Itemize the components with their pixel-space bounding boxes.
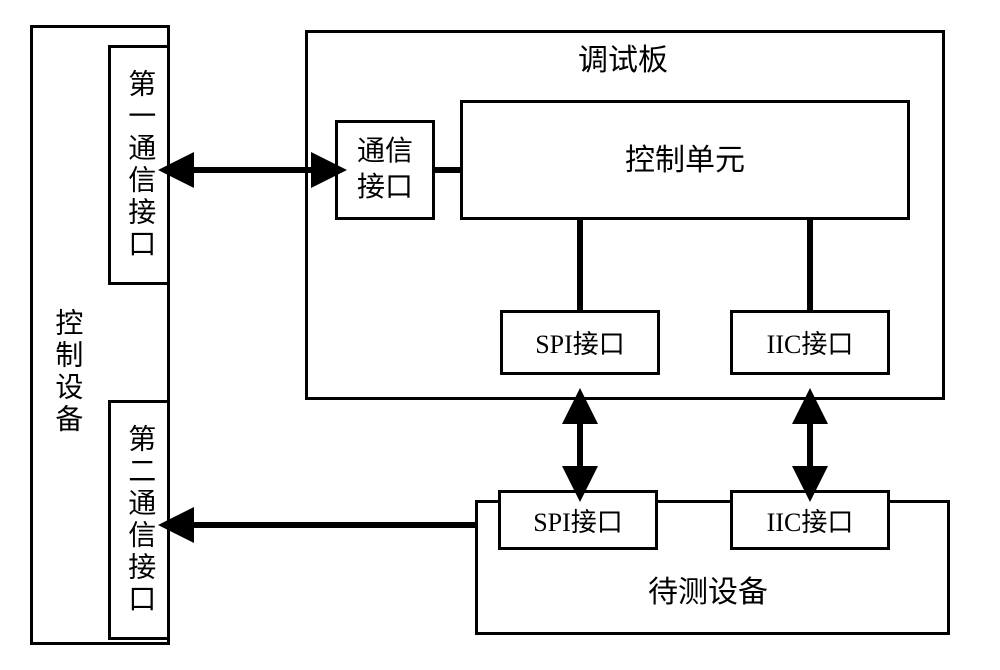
- dut-spi-label: SPI接口: [533, 502, 623, 539]
- port1-label: 第一通信接口: [121, 69, 157, 261]
- comm-interface-box: 通信 接口: [335, 120, 435, 220]
- control-device-label: 控制设备: [48, 308, 84, 436]
- debug-board-label: 调试板: [578, 41, 668, 80]
- control-unit-box: 控制单元: [460, 100, 910, 220]
- diagram-canvas: 控制设备 第一通信接口 第二通信接口 调试板 通信 接口 控制单元 SPI接口 …: [0, 0, 1000, 670]
- comm-interface-label: 通信 接口: [357, 134, 413, 207]
- dut-iic-label: IIC接口: [767, 502, 854, 539]
- port2-label: 第二通信接口: [121, 424, 157, 616]
- dut-spi-box: SPI接口: [498, 490, 658, 550]
- control-unit-label: 控制单元: [625, 141, 745, 180]
- debug-spi-box: SPI接口: [500, 310, 660, 375]
- debug-iic-label: IIC接口: [767, 324, 854, 361]
- port1-box: 第一通信接口: [108, 45, 170, 285]
- dut-label: 待测设备: [648, 573, 768, 612]
- debug-iic-box: IIC接口: [730, 310, 890, 375]
- port2-box: 第二通信接口: [108, 400, 170, 640]
- debug-spi-label: SPI接口: [535, 324, 625, 361]
- dut-iic-box: IIC接口: [730, 490, 890, 550]
